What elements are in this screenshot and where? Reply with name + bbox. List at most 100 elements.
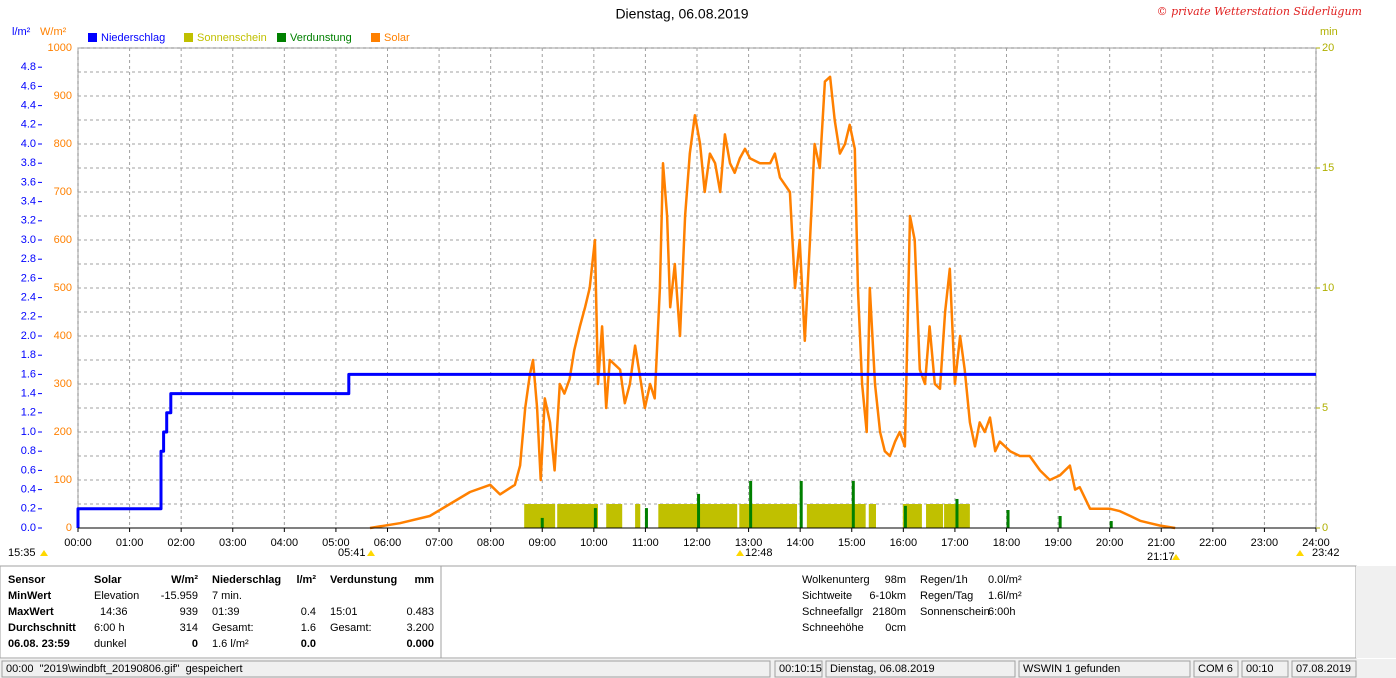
y-tick-label: 1.8 [21,349,36,361]
y2-tick-label: 0 [66,522,72,534]
cell-value: 939 [180,606,198,618]
column-unit: mm [414,574,434,586]
legend-swatch [371,33,380,42]
x-tick-label: 24:00 [1302,537,1330,549]
column-header: Niederschlag [212,574,281,586]
status-cell [1,660,771,678]
y2-tick-label: 200 [54,426,72,438]
status-text: COM 6 [1198,663,1233,675]
y-tick-label: 0.8 [21,445,36,457]
info-label: Sonnenschein [920,606,990,618]
credit: © private Wetterstation Süderlügum [1157,5,1362,18]
y-axis-unit: l/m² [12,26,31,38]
y-tick-label: 0.4 [21,484,36,496]
legend-label: Niederschlag [101,32,165,44]
x-tick-label: 05:00 [322,537,350,549]
y-tick-label: 2.0 [21,330,36,342]
x-tick-label: 04:00 [271,537,299,549]
y-tick-label: 3.2 [21,215,36,227]
y-tick-label: 3.4 [21,196,36,208]
row-label: Durchschnitt [8,622,76,634]
cell-label: 1.6 l/m² [212,638,249,650]
info-label: Regen/Tag [920,590,973,602]
evaporation-spike [799,480,803,528]
y-tick-label: 2.2 [21,311,36,323]
cell-value: -15.959 [161,590,198,602]
y2-tick-label: 1000 [48,42,72,54]
status-cell [1291,660,1357,678]
info-value: 2180m [872,606,906,618]
x-tick-label: 07:00 [425,537,453,549]
sunshine-bar [739,504,798,528]
y3-tick-label: 20 [1322,42,1334,54]
series-line [76,372,1316,528]
column-unit: l/m² [296,574,316,586]
y3-axis-unit: min [1320,26,1338,38]
row-label: MinWert [8,590,52,602]
info-label: Schneehöhe [802,622,864,634]
cell-value: 0.0 [301,638,316,650]
x-tick-label: 21:00 [1147,537,1175,549]
y-tick-label: 4.2 [21,119,36,131]
sunshine-bar [557,504,598,528]
x-tick-label: 00:00 [64,537,92,549]
y2-tick-label: 100 [54,474,72,486]
panel-margin [1356,566,1396,658]
status-text: WSWIN 1 gefunden [1023,663,1120,675]
event-label: 15:35 [8,547,36,559]
sunshine-bar [635,504,641,528]
series-line [369,75,1176,530]
y-tick-label: 0.2 [21,503,36,515]
y2-tick-label: 500 [54,282,72,294]
row-label: 06.08. 23:59 [8,638,70,650]
y-tick-label: 4.8 [21,61,36,73]
legend-swatch [277,33,286,42]
info-label: Schneefallgr [802,606,863,618]
cell-label: Gesamt: [330,622,372,634]
sunshine-bar [926,504,944,528]
y-tick-label: 4.4 [21,100,36,112]
cell-label: Elevation [94,590,139,602]
event-label: 21:17 [1147,551,1175,563]
x-tick-label: 03:00 [219,537,247,549]
y-tick-label: 1.6 [21,368,36,380]
cell-label: 7 min. [212,590,242,602]
evaporation-spike [697,493,701,528]
info-value: 1.6l/m² [988,590,1022,602]
y2-axis-unit: W/m² [40,26,67,38]
info-value: 0cm [885,622,906,634]
cell-value: 0.4 [301,606,316,618]
y-tick-label: 3.8 [21,157,36,169]
cell-label: 6:00 h [94,622,125,634]
sunshine-bar [868,504,876,528]
evaporation-spike [1058,516,1062,528]
column-unit: W/m² [171,574,198,586]
x-tick-label: 01:00 [116,537,144,549]
cell-value: 0.483 [406,606,434,618]
status-text: 00:10 [1246,663,1274,675]
event-label: 05:41 [338,547,366,559]
evaporation-spike [851,480,855,528]
legend-swatch [184,33,193,42]
sunshine-bar [902,504,922,528]
sunshine-bar [606,504,623,528]
y-tick-label: 2.4 [21,292,36,304]
event-label: 23:42 [1312,547,1340,559]
chart-title: Dienstag, 06.08.2019 [615,6,748,22]
status-cell [1018,660,1191,678]
cell-label: dunkel [94,638,126,650]
info-value: 0.0l/m² [988,574,1022,586]
cell-label: 14:36 [100,606,128,618]
status-bar [0,659,1396,678]
cell-value: 3.200 [406,622,434,634]
sunshine-bar [524,504,556,528]
y2-tick-label: 900 [54,90,72,102]
y2-tick-label: 600 [54,234,72,246]
y-tick-label: 0.0 [21,522,36,534]
row-label: MaxWert [8,606,54,618]
info-value: 6-10km [869,590,906,602]
info-label: Sichtweite [802,590,852,602]
y-tick-label: 3.0 [21,234,36,246]
x-tick-label: 17:00 [941,537,969,549]
x-tick-label: 23:00 [1251,537,1279,549]
